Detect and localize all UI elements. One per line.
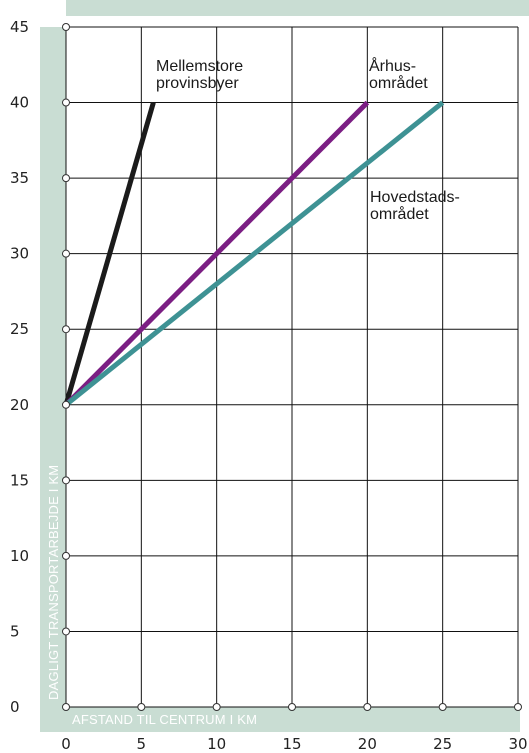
y-tick-label: 0 <box>10 698 20 716</box>
y-tick-label: 40 <box>10 94 29 112</box>
y-tick-label: 25 <box>10 320 29 338</box>
series-line <box>64 100 370 407</box>
y-tick-label: 30 <box>10 245 29 263</box>
x-tick-label: 15 <box>282 735 301 753</box>
x-tick-labels: 0 5 10 15 20 25 30 <box>61 735 527 753</box>
x-axis-marker <box>212 703 221 711</box>
x-tick-label: 5 <box>137 735 147 753</box>
y-tick-label: 15 <box>10 471 29 489</box>
x-axis-marker <box>363 703 372 711</box>
y-axis-marker <box>62 174 70 183</box>
top-band <box>66 0 529 16</box>
series-lines <box>63 100 445 407</box>
x-axis-marker <box>137 703 146 711</box>
x-tick-label: 0 <box>61 735 71 753</box>
y-tick-label: 35 <box>10 169 29 187</box>
annotation-aarhus: Århus- området <box>369 56 428 92</box>
series-line <box>63 101 156 406</box>
y-tick-label: 10 <box>10 547 29 565</box>
y-tick-labels: 0 5 10 15 20 25 30 35 40 45 <box>10 18 29 716</box>
grid-markers <box>62 23 522 711</box>
annotation-mellemstore: Mellemstore provinsbyer <box>156 58 248 92</box>
x-axis-marker <box>288 703 296 711</box>
y-tick-label: 5 <box>10 622 20 640</box>
y-axis-marker <box>62 476 70 485</box>
y-axis-band <box>40 27 66 707</box>
x-tick-label: 20 <box>358 735 377 753</box>
x-axis-marker <box>438 703 447 711</box>
y-axis-label: DAGLIGT TRANSPORTARBEJDE I KM <box>46 465 61 700</box>
y-axis-marker <box>62 627 70 636</box>
y-tick-label: 45 <box>10 18 29 36</box>
x-tick-label: 10 <box>207 735 226 753</box>
x-axis-band <box>40 707 520 732</box>
x-tick-label: 30 <box>508 735 527 753</box>
x-axis-label: AFSTAND TIL CENTRUM I KM <box>72 712 257 727</box>
y-axis-marker <box>62 551 70 560</box>
y-axis-marker <box>62 98 70 107</box>
y-axis-marker <box>62 249 70 258</box>
x-tick-label: 25 <box>433 735 452 753</box>
y-axis-marker <box>62 325 70 334</box>
y-tick-label: 20 <box>10 396 29 414</box>
x-axis-marker <box>514 703 522 711</box>
y-axis-marker <box>62 23 70 31</box>
series-line <box>64 100 445 407</box>
annotation-hovedstad: Hovedstads- området <box>370 189 464 223</box>
y-axis-marker <box>62 703 70 711</box>
grid <box>65 26 519 708</box>
y-axis-marker <box>62 400 70 409</box>
